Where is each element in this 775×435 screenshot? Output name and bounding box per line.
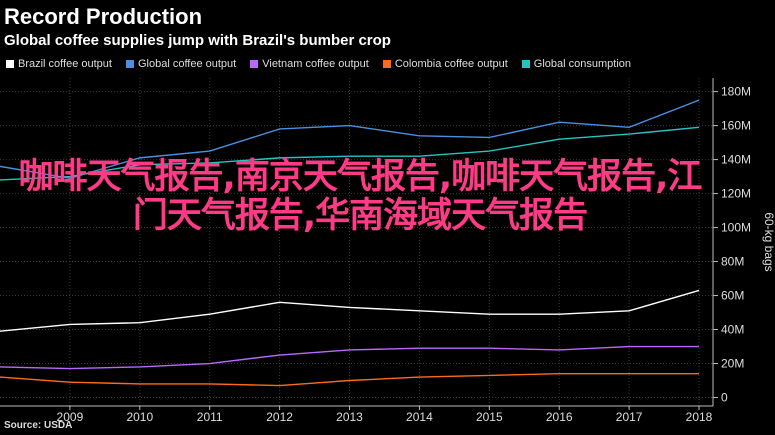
legend-swatch-vietnam <box>250 60 259 68</box>
legend-label-consumption: Global consumption <box>533 58 632 70</box>
legend-item-vietnam: Vietnam coffee output <box>250 58 369 70</box>
legend-item-consumption: Global consumption <box>521 58 632 70</box>
x-tick-label: 2011 <box>197 410 223 424</box>
x-tick-label: 2013 <box>336 410 363 424</box>
series-line-1 <box>0 99 700 179</box>
x-tick-label: 2018 <box>686 410 713 424</box>
y-tick-label: 40M <box>721 323 744 337</box>
legend-item-colombia: Colombia coffee output <box>382 58 508 70</box>
source-note: Source: USDA <box>4 420 73 431</box>
legend-swatch-consumption <box>521 60 530 68</box>
legend-label-colombia: Colombia coffee output <box>394 58 508 70</box>
legend-label-global-output: Global coffee output <box>137 58 237 70</box>
overlay-watermark-text: 咖啡天气报告,南京天气报告,咖啡天气报告,江门天气报告,华南海域天气报告 <box>18 157 703 236</box>
x-tick-label: 2016 <box>546 410 573 424</box>
legend-item-global-output: Global coffee output <box>125 58 237 70</box>
x-tick-label: 2017 <box>616 410 643 424</box>
y-tick-label: 80M <box>721 255 744 269</box>
x-tick-label: 2015 <box>476 410 503 424</box>
chart-subtitle: Global coffee supplies jump with Brazil'… <box>4 32 391 49</box>
y-axis-label: 60-kg bags <box>762 212 775 271</box>
y-tick-label: 140M <box>721 153 751 167</box>
y-tick-label: 160M <box>721 119 751 133</box>
series-line-4 <box>0 126 700 181</box>
series-line-2 <box>0 345 700 370</box>
x-tick-label: 2012 <box>266 410 293 424</box>
x-tick-label: 2014 <box>406 410 433 424</box>
y-tick-label: 120M <box>721 187 751 201</box>
y-tick-label: 100M <box>721 221 751 235</box>
legend-swatch-brazil <box>6 60 14 68</box>
y-tick-label: 180M <box>721 85 751 99</box>
legend-swatch-colombia <box>382 60 391 68</box>
legend-label-vietnam: Vietnam coffee output <box>262 58 369 70</box>
y-tick-label: 0 <box>721 391 728 405</box>
x-tick-label: 2010 <box>126 410 153 424</box>
legend-label-brazil: Brazil coffee output <box>18 58 112 70</box>
y-tick-label: 60M <box>721 289 744 303</box>
y-tick-label: 20M <box>721 357 744 371</box>
legend-swatch-global-output <box>125 60 134 68</box>
x-tick-label: 2009 <box>57 410 84 424</box>
series-line-0 <box>0 289 700 332</box>
series-line-3 <box>0 373 700 387</box>
chart-title: Record Production <box>4 4 203 29</box>
chart-legend: Brazil coffee output Global coffee outpu… <box>6 58 631 70</box>
legend-item-brazil: Brazil coffee output <box>6 58 112 70</box>
